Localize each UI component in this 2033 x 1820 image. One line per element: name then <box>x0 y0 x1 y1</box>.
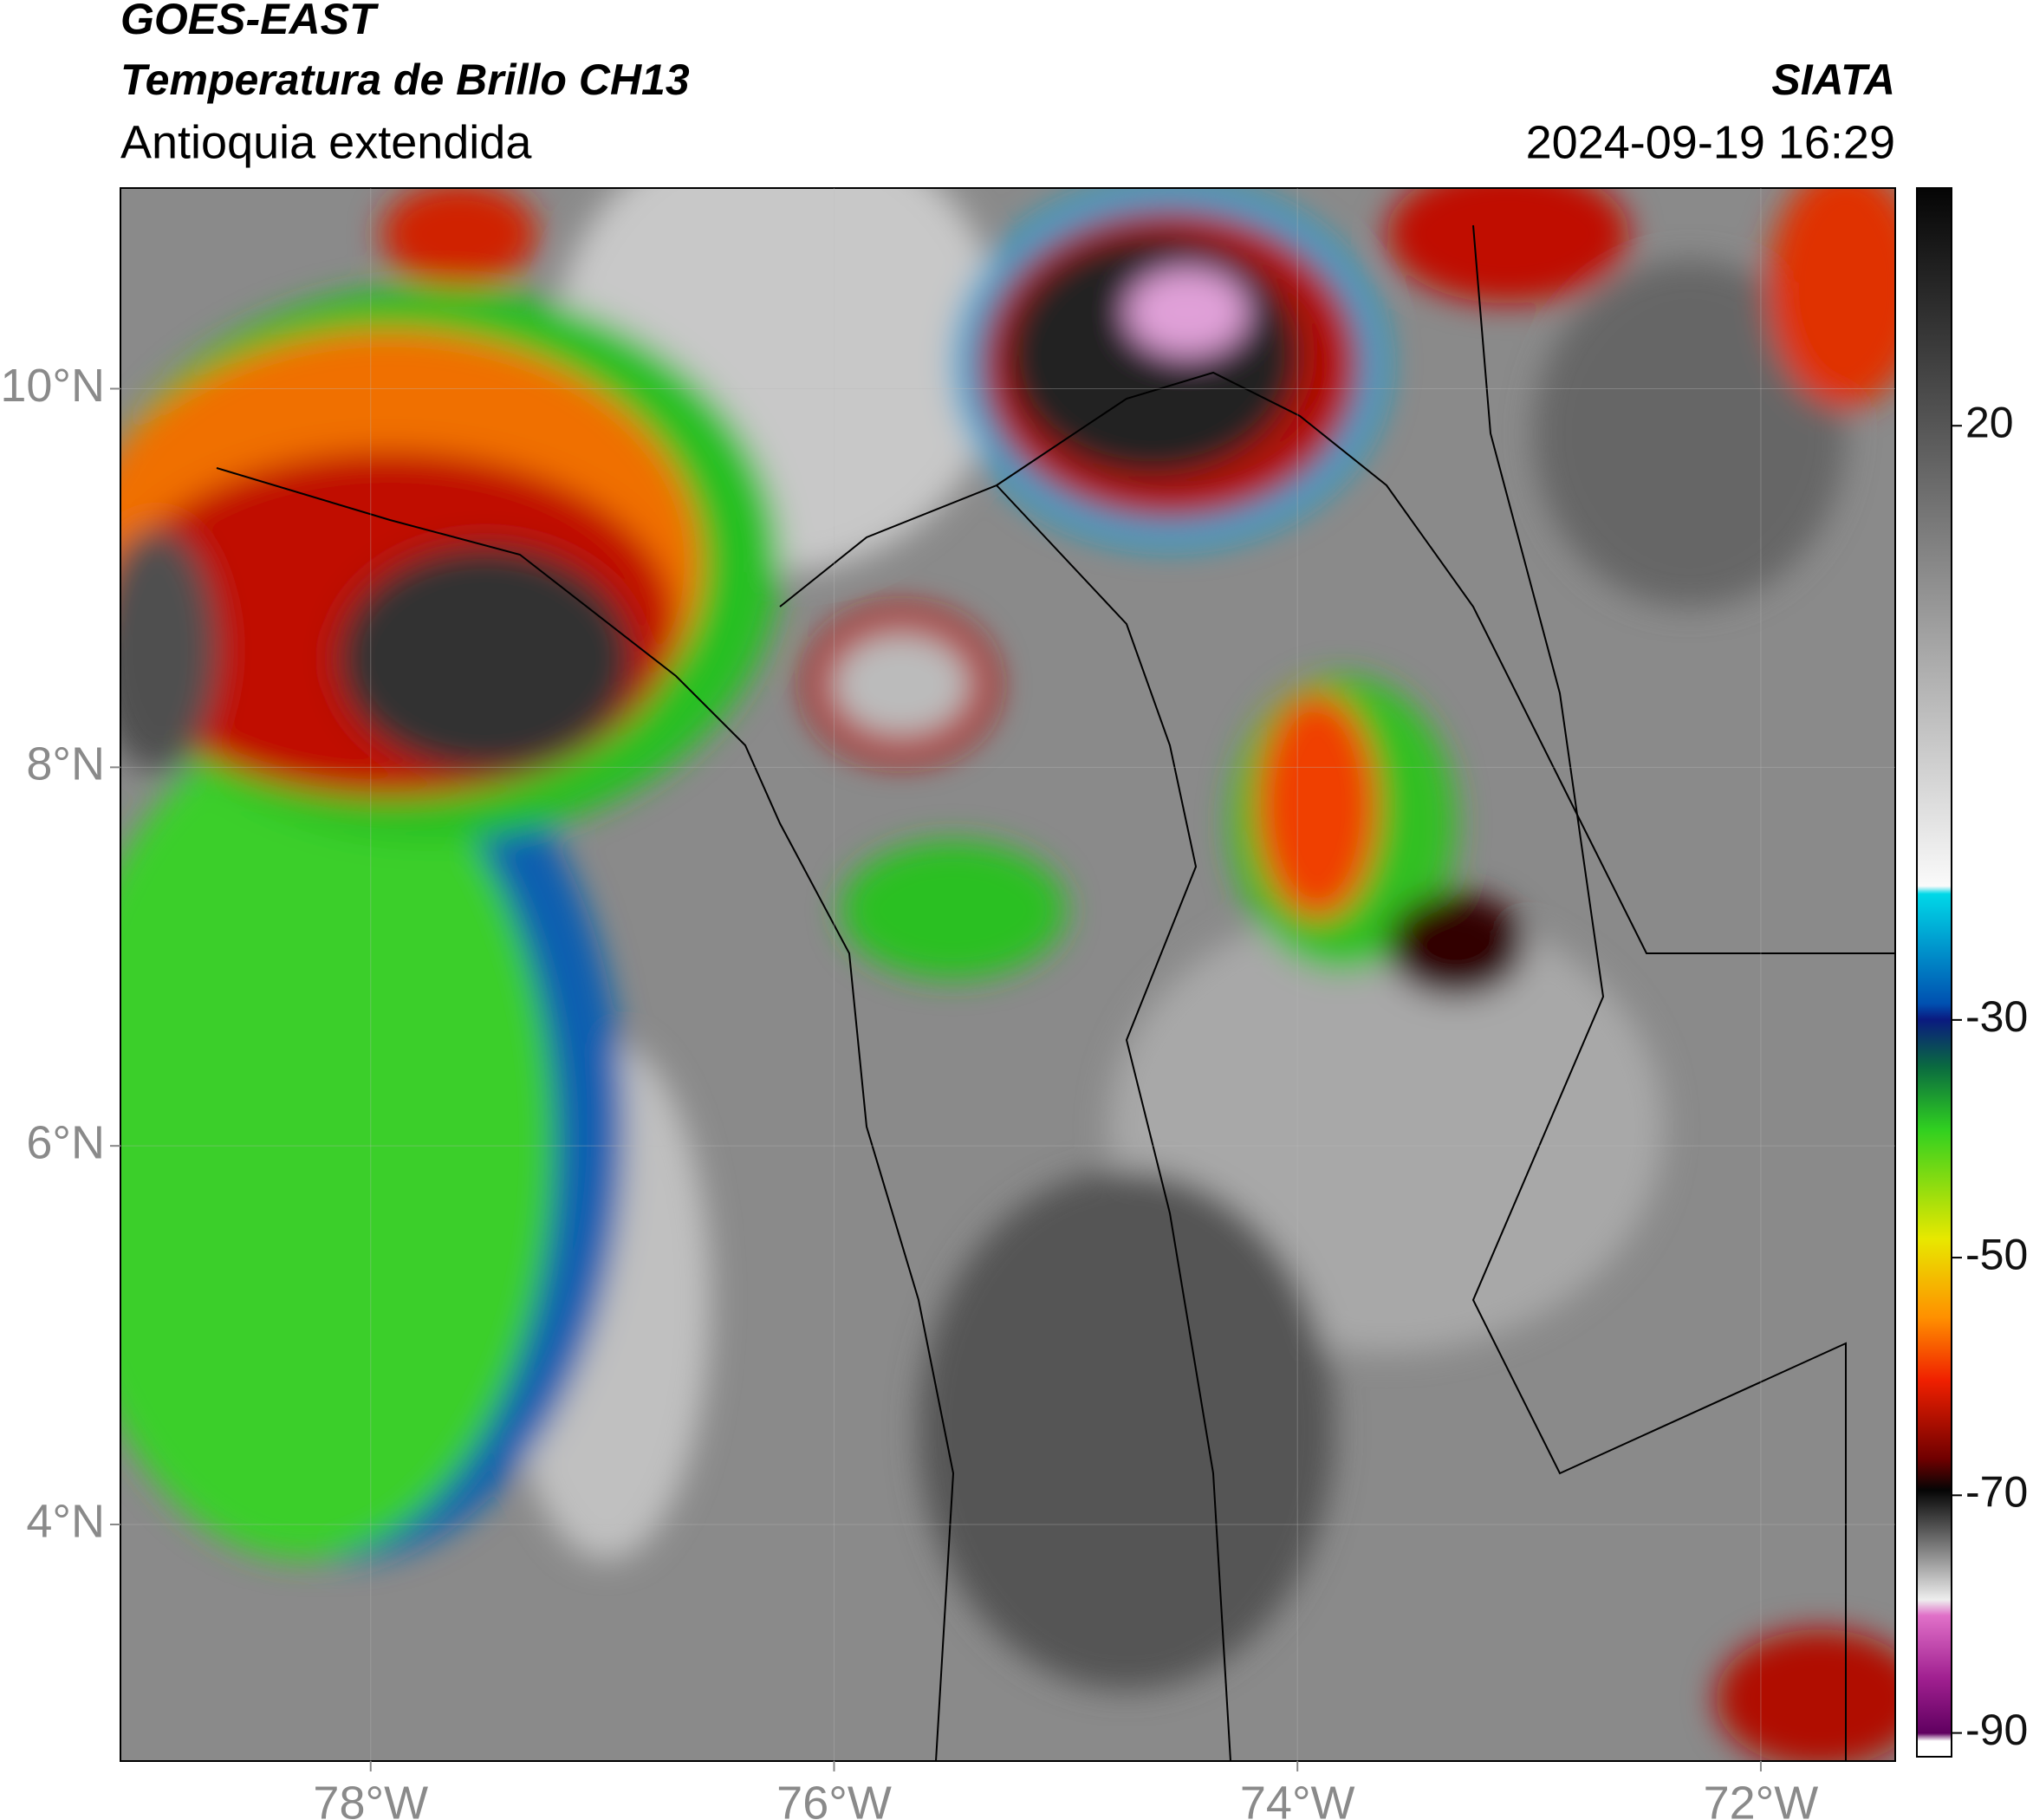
colorbar-tick-label: 20 <box>1965 398 2014 446</box>
subtitle: Antioquia extendida <box>120 116 532 168</box>
x-tick-label: 72°W <box>1704 1777 1819 1820</box>
source: SIATA <box>1771 55 1895 104</box>
y-tick-label: 10°N <box>0 360 105 412</box>
y-tick-label: 4°N <box>26 1495 105 1547</box>
colorbar-tick-label: -30 <box>1965 992 2028 1041</box>
x-tick-label: 78°W <box>313 1777 428 1820</box>
colorbar-tick-label: -90 <box>1965 1706 2028 1754</box>
colorbar-tick-label: -50 <box>1965 1230 2028 1278</box>
x-tick-label: 74°W <box>1240 1777 1355 1820</box>
timestamp: 2024-09-19 16:29 <box>1526 116 1895 168</box>
y-tick-label: 6°N <box>26 1116 105 1168</box>
satellite-image <box>120 188 1895 1761</box>
map-frame <box>120 187 1896 1762</box>
colorbar-tick-label: -70 <box>1965 1468 2028 1517</box>
colorbar <box>1916 187 1952 1758</box>
y-tick-label: 8°N <box>26 738 105 790</box>
title: GOES-EAST <box>120 0 380 43</box>
title: Temperatura de Brillo CH13 <box>120 55 690 104</box>
x-tick-label: 76°W <box>776 1777 892 1820</box>
